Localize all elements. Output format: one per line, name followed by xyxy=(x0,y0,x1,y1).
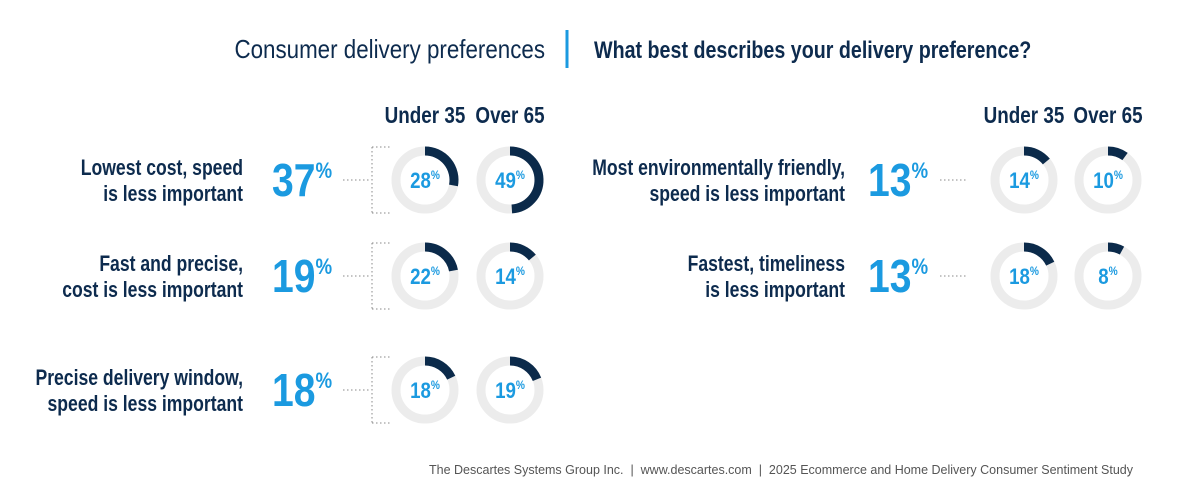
donut-value: 18 xyxy=(1009,266,1030,290)
footer: The Descartes Systems Group Inc. | www.d… xyxy=(429,463,1134,477)
donut-value: 14 xyxy=(495,266,516,290)
option-label: speed is less important xyxy=(48,392,244,416)
column-header: Under 35 xyxy=(385,103,466,128)
donut-arc xyxy=(1107,146,1128,161)
option-label: cost is less important xyxy=(62,278,243,302)
overall-value: 37 xyxy=(272,155,315,207)
page-title: Consumer delivery preferences xyxy=(234,35,545,64)
donut-unit: % xyxy=(516,265,525,278)
donut-unit: % xyxy=(1030,265,1039,278)
donut-arc xyxy=(1107,242,1125,255)
column-header: Over 65 xyxy=(1073,103,1142,128)
overall-percent: 18% xyxy=(272,365,332,417)
donut-unit: % xyxy=(1114,169,1123,182)
donut-label: 14% xyxy=(1009,169,1039,193)
donut-arc xyxy=(509,356,542,382)
overall-percent: 19% xyxy=(272,251,332,303)
option-label: Fast and precise, xyxy=(99,252,243,276)
donut-label: 8% xyxy=(1098,265,1118,289)
overall-value: 18 xyxy=(272,365,315,417)
donut-value: 28 xyxy=(410,170,431,194)
donut-unit: % xyxy=(431,169,440,182)
overall-value: 13 xyxy=(868,155,911,207)
donut-value: 18 xyxy=(410,380,431,404)
donut-arc xyxy=(509,242,536,261)
donut-value: 14 xyxy=(1009,170,1030,194)
overall-value: 13 xyxy=(868,251,911,303)
donut-arc xyxy=(424,146,459,187)
option-label: Most environmentally friendly, xyxy=(592,156,845,180)
donut-label: 10% xyxy=(1093,169,1123,193)
donut-unit: % xyxy=(516,169,525,182)
overall-unit: % xyxy=(315,370,332,394)
donut-label: 49% xyxy=(495,169,525,193)
donut-unit: % xyxy=(431,265,440,278)
donut-value: 22 xyxy=(410,266,431,290)
overall-percent: 37% xyxy=(272,155,332,207)
overall-percent: 13% xyxy=(868,251,928,303)
option-label: Precise delivery window, xyxy=(35,366,243,390)
donut-label: 18% xyxy=(410,379,440,403)
donut-label: 14% xyxy=(495,265,525,289)
donut-label: 19% xyxy=(495,379,525,403)
column-header: Over 65 xyxy=(475,103,544,128)
donut-value: 8 xyxy=(1098,266,1108,290)
donut-arc xyxy=(424,242,458,272)
overall-unit: % xyxy=(315,160,332,184)
donut-unit: % xyxy=(431,379,440,392)
donut-arc xyxy=(509,146,544,214)
donut-value: 10 xyxy=(1093,170,1114,194)
donut-unit: % xyxy=(1030,169,1039,182)
option-label: is less important xyxy=(705,278,845,302)
donut-unit: % xyxy=(516,379,525,392)
option-label: Fastest, timeliness xyxy=(688,252,845,276)
question: What best describes your delivery prefer… xyxy=(594,36,1031,63)
donut-label: 18% xyxy=(1009,265,1039,289)
donut-unit: % xyxy=(1109,265,1118,278)
donut-label: 22% xyxy=(410,265,440,289)
donut-value: 19 xyxy=(495,380,516,404)
overall-unit: % xyxy=(315,256,332,280)
donut-value: 49 xyxy=(495,170,516,194)
donut-arc xyxy=(1023,242,1055,266)
column-header: Under 35 xyxy=(984,103,1065,128)
option-label: speed is less important xyxy=(650,182,846,206)
donut-arc xyxy=(424,356,456,380)
overall-percent: 13% xyxy=(868,155,928,207)
overall-unit: % xyxy=(911,256,928,280)
overall-value: 19 xyxy=(272,251,315,303)
overall-unit: % xyxy=(911,160,928,184)
option-label: is less important xyxy=(103,182,243,206)
option-label: Lowest cost, speed xyxy=(81,156,243,180)
donut-label: 28% xyxy=(410,169,440,193)
donut-arc xyxy=(1023,146,1050,165)
